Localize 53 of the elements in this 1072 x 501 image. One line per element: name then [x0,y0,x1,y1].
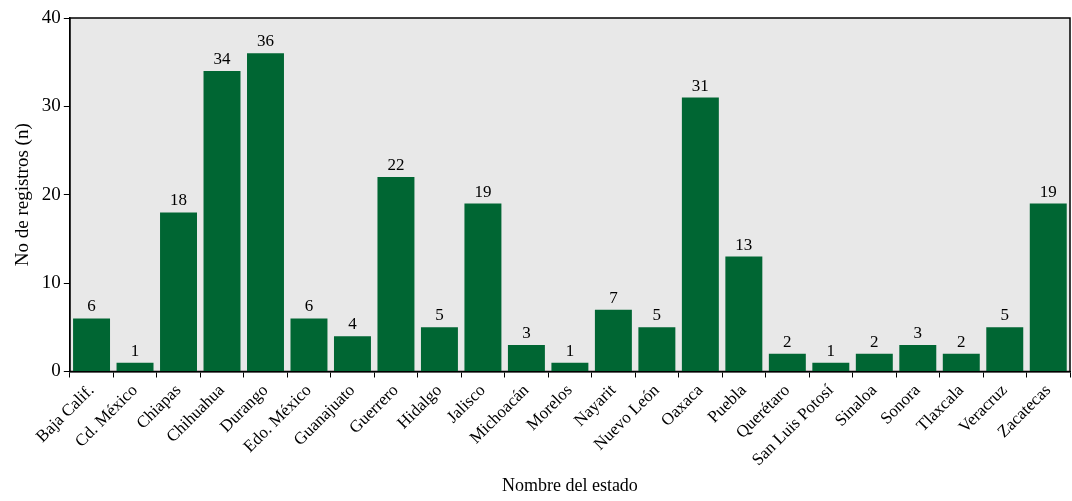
bar [551,362,589,371]
bar [812,362,850,371]
y-tick-label: 40 [41,5,61,27]
bar [377,177,415,371]
bar [333,336,371,371]
bar [855,353,893,371]
data-label: 6 [304,296,314,316]
bar [420,327,458,371]
bar [290,318,328,371]
data-label: 2 [783,331,792,351]
y-tick-label: 20 [41,182,61,204]
bar [507,344,545,371]
data-label: 34 [213,48,231,68]
data-label: 2 [957,331,966,351]
y-tick-label: 30 [41,94,61,116]
y-axis-title: No de registros (n) [11,123,34,267]
data-label: 6 [87,296,96,316]
bar [464,203,502,371]
data-label: 1 [826,340,836,360]
data-label: 5 [1000,305,1010,325]
data-label: 3 [522,322,531,342]
bar [116,362,154,371]
data-label: 7 [609,287,619,307]
bar [160,212,197,371]
bar [942,353,980,371]
data-label: 36 [256,31,274,51]
y-tick-label: 0 [51,359,61,381]
data-label: 5 [652,305,662,325]
data-label: 4 [348,314,358,334]
bar [203,71,241,371]
data-label: 2 [870,331,879,351]
x-axis-title: Nombre del estado [501,474,638,495]
bar [899,344,937,371]
bar [768,353,806,371]
bar [247,53,284,371]
data-label: 19 [474,181,492,201]
data-label: 22 [387,155,405,175]
data-label: 13 [735,234,753,254]
data-label: 1 [130,340,140,360]
data-label: 1 [565,340,575,360]
y-tick-label: 10 [41,271,61,293]
bar [73,318,111,371]
data-label: 3 [913,322,923,342]
bar [1029,203,1067,371]
bar [725,256,763,371]
data-label: 31 [691,75,709,95]
data-label: 19 [1039,181,1057,201]
bar [594,309,632,371]
bar [638,327,676,371]
bar [986,327,1024,371]
bar [681,97,719,371]
data-label: 18 [170,190,188,210]
data-label: 5 [435,305,444,325]
